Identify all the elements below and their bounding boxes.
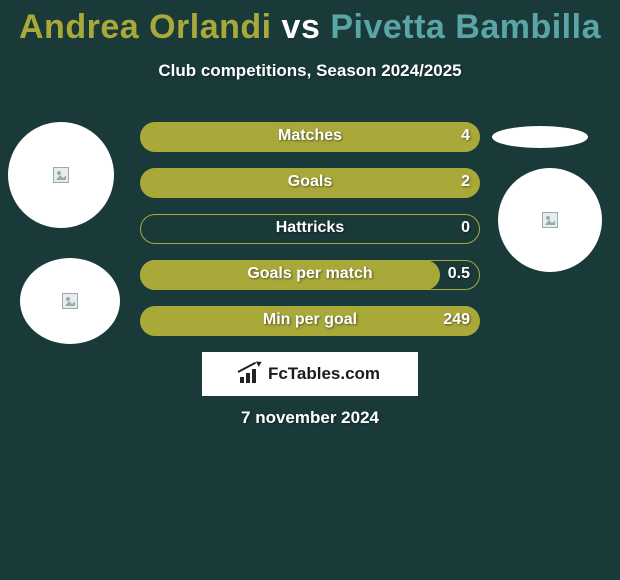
stat-bar-row: Goals per match0.5 [140,260,480,290]
brand-box: FcTables.com [202,352,418,396]
date-text: 7 november 2024 [0,408,620,428]
stat-bar-value: 0 [150,219,470,237]
stat-bar-value: 2 [150,173,470,191]
player-avatar [498,168,602,272]
player2-name: Pivetta Bambilla [330,8,601,46]
stat-bar-row: Matches4 [140,122,480,152]
avatar-oval [492,126,588,148]
stat-bar-row: Hattricks0 [140,214,480,244]
page-title: Andrea Orlandi vs Pivetta Bambilla [0,0,620,47]
stat-bar-value: 0.5 [150,265,470,283]
vs-separator: vs [272,8,331,46]
stat-bar-row: Min per goal249 [140,306,480,336]
brand-text: FcTables.com [268,364,380,384]
stat-bar-value: 4 [150,127,470,145]
player-avatar [20,258,120,344]
broken-image-icon [542,212,558,228]
brand-logo-icon [240,365,262,383]
broken-image-icon [62,293,78,309]
subtitle: Club competitions, Season 2024/2025 [0,61,620,81]
stat-bars: Matches4 Goals2 Hattricks0 Goals per match0… [140,122,480,352]
player1-name: Andrea Orlandi [19,8,272,46]
player-avatar [8,122,114,228]
broken-image-icon [53,167,69,183]
stat-bar-row: Goals2 [140,168,480,198]
stat-bar-value: 249 [150,311,470,329]
